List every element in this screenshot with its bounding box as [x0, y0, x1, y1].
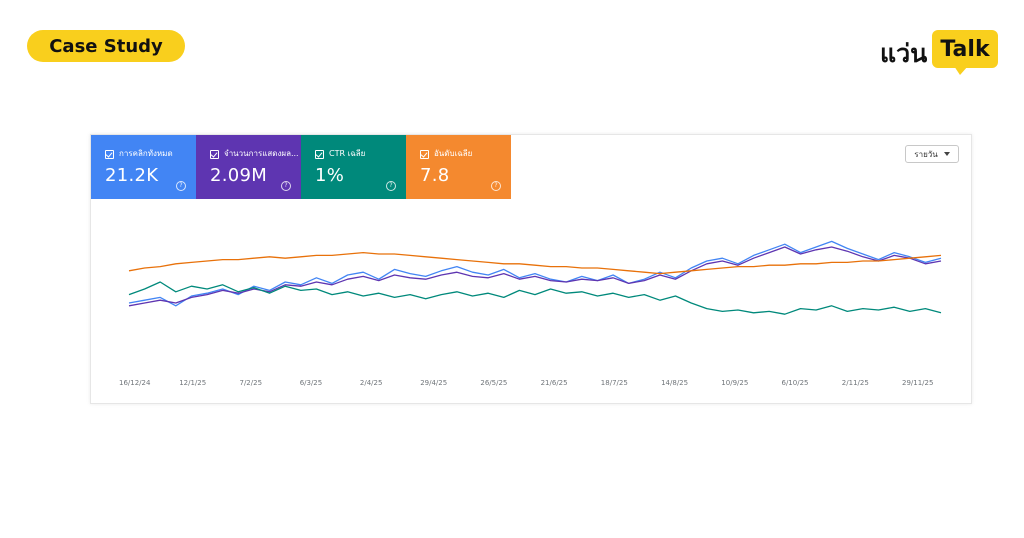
- case-study-badge: Case Study: [27, 30, 185, 62]
- help-icon[interactable]: ?: [176, 181, 186, 191]
- x-tick-label: 18/7/25: [601, 379, 628, 387]
- performance-report-panel: การคลิกทั้งหมด 21.2K ? จำนวนการแสดงผล...…: [90, 134, 972, 404]
- x-tick-label: 29/4/25: [420, 379, 447, 387]
- metric-label: อันดับเฉลี่ย: [434, 149, 473, 158]
- help-icon[interactable]: ?: [386, 181, 396, 191]
- x-tick-label: 16/12/24: [119, 379, 151, 387]
- metric-label: การคลิกทั้งหมด: [119, 149, 173, 158]
- x-tick-label: 21/6/25: [541, 379, 568, 387]
- series-line-1: [128, 246, 942, 307]
- metric-value: 1%: [315, 165, 345, 186]
- metric-value: 7.8: [420, 165, 450, 186]
- x-tick-label: 10/9/25: [721, 379, 748, 387]
- checkbox-icon[interactable]: [210, 149, 219, 159]
- metric-label: CTR เฉลี่ย: [329, 149, 366, 158]
- series-line-3: [128, 251, 942, 275]
- metric-card-ctr[interactable]: CTR เฉลี่ย 1% ?: [301, 135, 406, 199]
- checkbox-icon[interactable]: [105, 149, 114, 159]
- x-tick-label: 7/2/25: [240, 379, 263, 387]
- help-icon[interactable]: ?: [491, 181, 501, 191]
- logo-speech-bubble: Talk: [932, 30, 998, 68]
- x-tick-label: 6/3/25: [300, 379, 323, 387]
- series-line-2: [128, 281, 942, 315]
- metric-card-position[interactable]: อันดับเฉลี่ย 7.8 ?: [406, 135, 511, 199]
- checkbox-icon[interactable]: [315, 149, 324, 159]
- chevron-down-icon: [943, 152, 950, 156]
- period-select-label: รายวัน: [914, 149, 938, 159]
- metric-card-clicks[interactable]: การคลิกทั้งหมด 21.2K ?: [91, 135, 196, 199]
- x-tick-label: 2/11/25: [842, 379, 869, 387]
- x-tick-label: 12/1/25: [179, 379, 206, 387]
- metric-value: 21.2K: [105, 165, 159, 186]
- brand-logo: แว่น Talk: [880, 22, 1010, 82]
- line-chart: 16/12/24 12/1/25 7/2/25 6/3/25 2/4/25 29/4/25…: [119, 240, 942, 387]
- x-tick-label: 26/5/25: [480, 379, 507, 387]
- metric-label: จำนวนการแสดงผล...: [224, 149, 298, 158]
- logo-bubble-tail-icon: [954, 66, 968, 75]
- x-tick-label: 14/8/25: [661, 379, 688, 387]
- metric-value: 2.09M: [210, 165, 268, 186]
- x-tick-label: 6/10/25: [782, 379, 809, 387]
- checkbox-icon[interactable]: [420, 149, 429, 159]
- metric-card-impressions[interactable]: จำนวนการแสดงผล... 2.09M ?: [196, 135, 301, 199]
- help-icon[interactable]: ?: [281, 181, 291, 191]
- period-select[interactable]: รายวัน: [905, 145, 959, 163]
- series-line-0: [128, 240, 942, 307]
- x-tick-label: 29/11/25: [902, 379, 933, 387]
- logo-prefix-text: แว่น: [880, 39, 928, 68]
- x-tick-label: 2/4/25: [360, 379, 383, 387]
